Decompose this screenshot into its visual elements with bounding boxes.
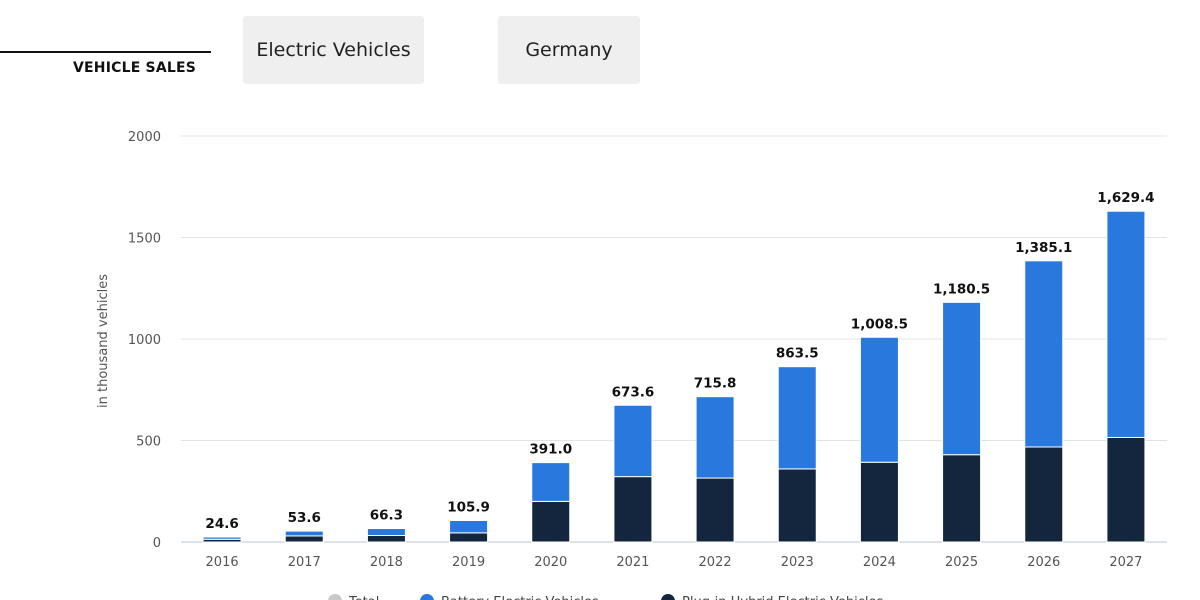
bar-phev[interactable] — [777, 468, 817, 543]
legend-marker[interactable] — [328, 594, 342, 600]
bar-phev[interactable] — [284, 535, 324, 543]
bar-phev[interactable] — [613, 476, 653, 543]
y-tick-label: 500 — [136, 435, 161, 450]
x-tick-label: 2025 — [945, 555, 978, 570]
total-value-label: 1,629.4 — [1097, 190, 1154, 206]
x-tick-label: 2023 — [781, 555, 814, 570]
total-value-label: 673.6 — [612, 384, 655, 400]
bar-bev[interactable] — [531, 462, 571, 502]
y-tick-label: 1500 — [128, 232, 161, 247]
bar-bev[interactable] — [613, 404, 653, 478]
x-tick-label: 2027 — [1109, 555, 1142, 570]
legend-marker[interactable] — [420, 594, 434, 600]
bar-phev[interactable] — [449, 532, 489, 543]
bar-bev[interactable] — [1106, 210, 1146, 438]
x-tick-label: 2026 — [1027, 555, 1060, 570]
y-axis-title: in thousand vehicles — [96, 274, 111, 408]
total-value-label: 24.6 — [205, 516, 238, 532]
section-title: VEHICLE SALES — [73, 60, 197, 76]
total-value-label: 1,008.5 — [851, 316, 908, 332]
x-tick-label: 2021 — [616, 555, 649, 570]
total-value-label: 863.5 — [776, 346, 819, 362]
total-value-label: 1,180.5 — [933, 281, 990, 297]
x-tick-label: 2019 — [452, 555, 485, 570]
x-tick-label: 2016 — [206, 555, 239, 570]
bar-bev[interactable] — [1024, 260, 1064, 448]
bar-bev[interactable] — [859, 336, 899, 463]
header-rule — [0, 51, 211, 53]
bar-phev[interactable] — [942, 454, 982, 543]
region-filter-button[interactable]: Germany — [498, 16, 640, 84]
total-value-label: 715.8 — [694, 376, 737, 392]
x-tick-label: 2024 — [863, 555, 896, 570]
bar-bev[interactable] — [449, 520, 489, 534]
bar-bev[interactable] — [777, 366, 817, 470]
legend-label[interactable]: Battery Electric Vehicles — [441, 595, 599, 600]
bar-phev[interactable] — [695, 477, 735, 543]
total-value-label: 66.3 — [370, 508, 403, 524]
x-tick-label: 2018 — [370, 555, 403, 570]
x-tick-label: 2020 — [534, 555, 567, 570]
bar-phev[interactable] — [366, 535, 406, 543]
total-value-label: 1,385.1 — [1015, 240, 1072, 256]
category-filter-button[interactable]: Electric Vehicles — [243, 16, 424, 84]
legend-label[interactable]: Total — [348, 595, 379, 600]
bar-bev[interactable] — [695, 396, 735, 479]
x-tick-label: 2017 — [288, 555, 321, 570]
bar-phev[interactable] — [859, 461, 899, 543]
y-tick-label: 0 — [153, 536, 161, 551]
bar-bev[interactable] — [942, 301, 982, 456]
bar-bev[interactable] — [366, 528, 406, 537]
total-value-label: 391.0 — [529, 442, 572, 458]
x-tick-label: 2022 — [699, 555, 732, 570]
bar-bev[interactable] — [202, 536, 242, 540]
legend-marker[interactable] — [661, 594, 675, 600]
y-tick-label: 2000 — [128, 130, 161, 145]
bar-bev[interactable] — [284, 530, 324, 537]
total-value-label: 53.6 — [288, 510, 321, 526]
total-value-label: 105.9 — [447, 500, 490, 516]
bar-phev[interactable] — [1024, 446, 1064, 543]
legend-label[interactable]: Plug-in Hybrid Electric Vehicles — [682, 595, 883, 600]
bar-phev[interactable] — [1106, 436, 1146, 543]
y-tick-label: 1000 — [128, 333, 161, 348]
bar-phev[interactable] — [531, 500, 571, 543]
